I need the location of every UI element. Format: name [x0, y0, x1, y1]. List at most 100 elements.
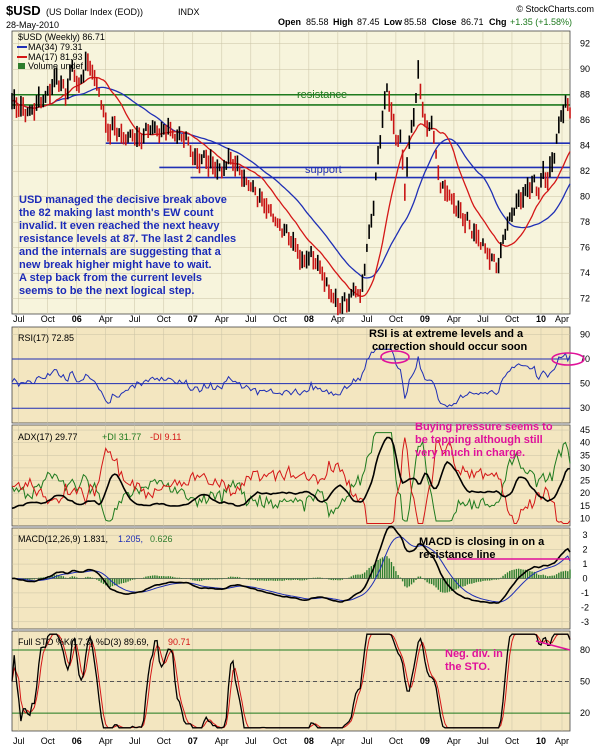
- main-annotation-line: new break higher might have to wait.: [19, 259, 212, 271]
- y-tick-label: 3: [582, 530, 587, 540]
- macd-annotation: MACD is closing in on a resistance line: [419, 536, 545, 561]
- x-tick-label: Jul: [361, 736, 373, 746]
- macd-signal-line: [12, 536, 571, 603]
- rsi-panel: [11, 326, 571, 424]
- main-annotation: USD managed the decisive break above the…: [19, 194, 236, 297]
- adx-legend-c: -DI 9.11: [150, 432, 181, 442]
- x-tick-label: Apr: [215, 314, 229, 324]
- x-tick-label: 06: [72, 736, 82, 746]
- y-tick-label: 72: [580, 294, 590, 304]
- rsi-annotation: RSI is at extreme levels and a correctio…: [369, 328, 528, 353]
- sto-legend-b: 90.71: [168, 637, 191, 647]
- adx-line: [11, 436, 571, 510]
- low-value: 85.58: [404, 17, 427, 27]
- rsi-annotation-line: RSI is at extreme levels and a: [369, 328, 524, 340]
- adx-annotation-line: very much in charge.: [415, 447, 525, 459]
- x-tick-label: Jul: [13, 314, 25, 324]
- adx-annotation-line: Buying pressure seems to: [415, 421, 553, 433]
- x-tick-label: 06: [72, 314, 82, 324]
- support-label: support: [305, 164, 342, 176]
- sto-legend: Full STO %K(17,3) %D(3) 89.69, 90.71: [18, 637, 191, 647]
- price-legend-ma34: MA(34) 79.31: [28, 42, 83, 52]
- open-label: Open: [278, 17, 301, 27]
- x-tick-label: Apr: [555, 736, 569, 746]
- high-value: 87.45: [357, 17, 380, 27]
- price-panel: [11, 30, 571, 315]
- y-tick-label: 84: [580, 141, 590, 151]
- y-tick-label: 20: [580, 708, 590, 718]
- x-tick-label: 10: [536, 314, 546, 324]
- adx-annotation-line: be topping although still: [415, 434, 543, 446]
- x-tick-label: 10: [536, 736, 546, 746]
- series-layer: [11, 51, 571, 729]
- brand-label: © StockCharts.com: [516, 4, 594, 14]
- x-tick-label: Jul: [245, 736, 257, 746]
- x-tick-label: Oct: [157, 314, 172, 324]
- macd-line: [11, 525, 571, 604]
- adx-legend-a: ADX(17) 29.77: [18, 432, 78, 442]
- ma34-line: [11, 86, 571, 279]
- pdi-line: [11, 432, 571, 522]
- macd-legend: MACD(12,26,9) 1.831, 1.205, 0.626: [18, 534, 173, 544]
- x-tick-label: Oct: [41, 314, 56, 324]
- x-tick-label: 08: [304, 314, 314, 324]
- price-legend-volume: Volume undef: [28, 61, 84, 71]
- x-tick-label: Oct: [389, 736, 404, 746]
- x-tick-label: Apr: [447, 314, 461, 324]
- sto-legend-a: Full STO %K(17,3) %D(3) 89.69,: [18, 637, 149, 647]
- x-tick-label: Apr: [447, 736, 461, 746]
- macd-legend-b: 1.205,: [118, 534, 143, 544]
- x-tick-label: Apr: [215, 736, 229, 746]
- y-tick-label: 90: [580, 329, 590, 339]
- adx-legend-b: +DI 31.77: [102, 432, 141, 442]
- axis-layer: 7274767880828486889092305070901015202530…: [13, 39, 590, 746]
- y-tick-label: 70: [580, 354, 590, 364]
- sto-k-line: [11, 633, 571, 729]
- x-tick-label: Oct: [41, 736, 56, 746]
- main-annotation-line: invalid. It even reached the next heavy: [19, 220, 220, 232]
- main-annotation-line: and the internals are suggesting that a: [19, 246, 222, 258]
- x-tick-label: 09: [420, 314, 430, 324]
- x-tick-label: Oct: [505, 314, 520, 324]
- y-tick-label: 78: [580, 217, 590, 227]
- y-tick-label: 80: [580, 192, 590, 202]
- sto-annotation-line: the STO.: [445, 661, 490, 673]
- y-tick-label: 15: [580, 501, 590, 511]
- y-tick-label: 40: [580, 438, 590, 448]
- y-tick-label: 45: [580, 425, 590, 435]
- x-tick-label: Oct: [505, 736, 520, 746]
- x-tick-label: Apr: [555, 314, 569, 324]
- x-tick-label: Apr: [331, 314, 345, 324]
- rsi-annotation-line: correction should occur soon: [372, 341, 528, 353]
- price-legend-ma17: MA(17) 81.93: [28, 52, 83, 62]
- y-tick-label: 1: [582, 559, 587, 569]
- resistance-label: resistance: [297, 89, 347, 101]
- high-label: High: [333, 17, 353, 27]
- price-legend-main: $USD (Weekly) 86.71: [18, 32, 105, 42]
- rsi-line: [11, 348, 571, 408]
- x-tick-label: Apr: [99, 736, 113, 746]
- y-tick-label: 90: [580, 64, 590, 74]
- level-layer: [12, 93, 570, 714]
- x-tick-label: 08: [304, 736, 314, 746]
- y-tick-label: 35: [580, 450, 590, 460]
- chg-value: +1.35 (+1.58%): [510, 17, 572, 27]
- ohlc-readout: Open 85.58 High 87.45 Low 85.58 Close 86…: [278, 17, 572, 27]
- y-tick-label: 76: [580, 243, 590, 253]
- macd-legend-c: 0.626: [150, 534, 173, 544]
- x-tick-label: Oct: [157, 736, 172, 746]
- sto-divergence-line: [535, 640, 571, 651]
- macd-annotation-line: resistance line: [419, 549, 495, 561]
- close-label: Close: [432, 17, 457, 27]
- main-annotation-line: resistance levels at 87. The last 2 cand…: [19, 233, 236, 245]
- close-value: 86.71: [461, 17, 484, 27]
- y-tick-label: 25: [580, 476, 590, 486]
- x-tick-label: Jul: [129, 736, 141, 746]
- mdi-line: [11, 437, 571, 524]
- y-tick-label: 92: [580, 39, 590, 49]
- legend-volume-swatch: [18, 63, 25, 69]
- x-tick-label: Jul: [129, 314, 141, 324]
- main-annotation-line: USD managed the decisive break above: [19, 194, 227, 206]
- y-tick-label: 88: [580, 90, 590, 100]
- x-tick-label: Apr: [331, 736, 345, 746]
